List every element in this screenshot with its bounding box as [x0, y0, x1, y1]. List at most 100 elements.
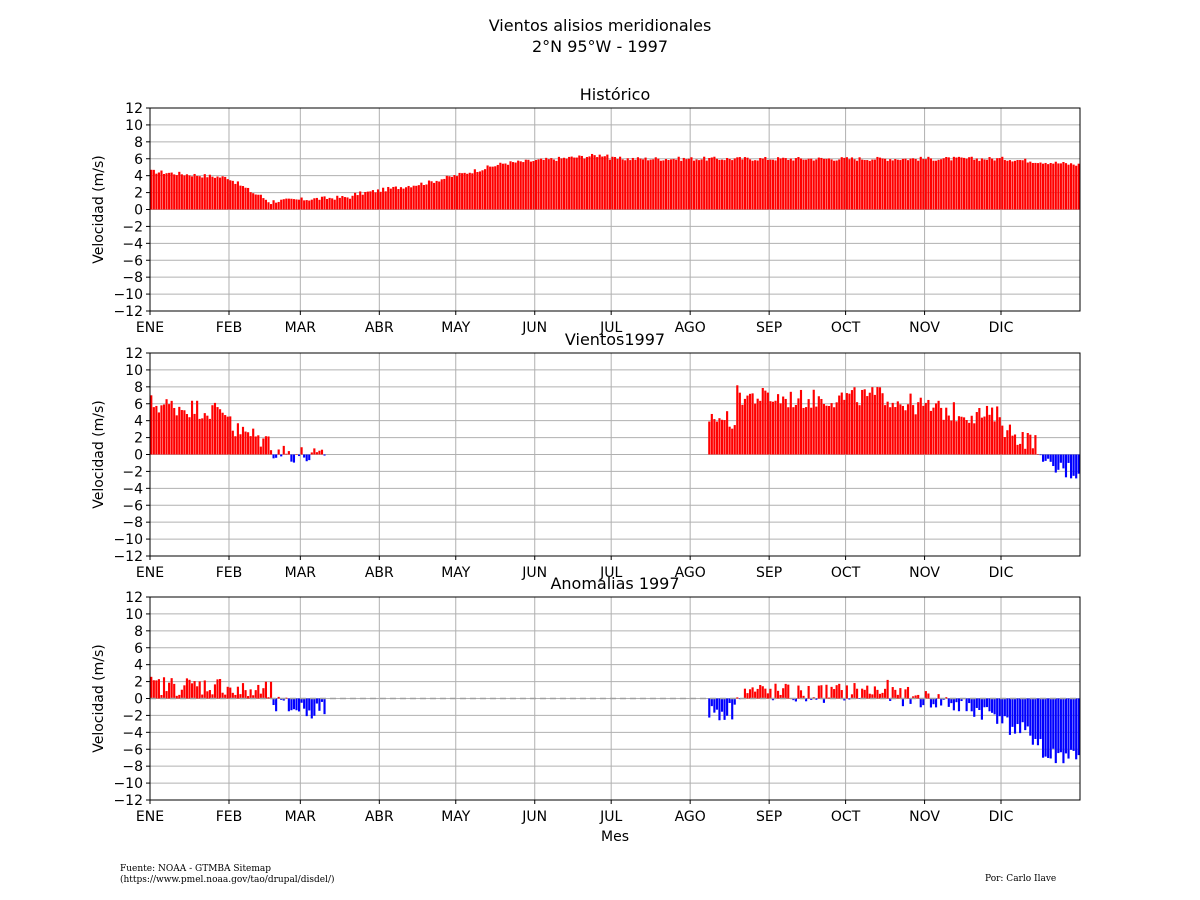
bar — [983, 698, 986, 708]
bar — [919, 397, 922, 455]
bar — [825, 158, 828, 210]
bar — [1049, 454, 1052, 462]
bar — [901, 698, 904, 707]
bar — [287, 698, 290, 712]
bar — [736, 385, 739, 455]
bar — [807, 158, 810, 210]
bar — [708, 157, 711, 210]
x-tick-label: MAR — [285, 320, 317, 336]
bar — [771, 698, 775, 701]
x-tick-label: OCT — [831, 320, 861, 336]
bar — [241, 426, 245, 455]
x-tick-label: DIC — [989, 320, 1014, 336]
bar — [774, 683, 777, 699]
bar — [206, 691, 209, 699]
bar — [157, 679, 160, 699]
bar — [970, 156, 973, 210]
y-tick-label: 2 — [134, 186, 143, 202]
bar — [239, 694, 242, 699]
bar — [608, 159, 611, 210]
bar — [731, 698, 734, 720]
bar — [960, 698, 963, 702]
bar — [759, 158, 762, 210]
bar — [756, 160, 759, 210]
bar — [886, 679, 889, 699]
bar — [672, 158, 675, 210]
bar — [1044, 698, 1047, 757]
bar — [779, 403, 782, 455]
bar — [975, 158, 978, 210]
bar — [1075, 454, 1078, 479]
bar — [805, 407, 808, 455]
bar — [797, 157, 800, 210]
bar — [741, 404, 744, 455]
bar — [761, 686, 764, 699]
bar — [720, 419, 724, 455]
x-tick-label: ENE — [136, 565, 164, 581]
bar — [175, 415, 178, 455]
bar — [680, 160, 683, 210]
bar — [254, 194, 257, 210]
bar — [481, 170, 484, 210]
bar — [392, 186, 395, 210]
bar — [267, 697, 270, 699]
y-tick-label: −6 — [122, 498, 143, 514]
bar — [188, 679, 191, 699]
bar — [224, 176, 227, 210]
bar — [731, 428, 734, 455]
bar — [445, 175, 448, 210]
bar — [257, 435, 260, 455]
bar — [333, 199, 336, 210]
bar — [170, 172, 173, 210]
bar — [873, 159, 876, 210]
bar — [354, 192, 357, 210]
y-tick-label: 10 — [125, 363, 143, 379]
x-tick-label: FEB — [216, 565, 243, 581]
bar — [323, 196, 326, 210]
bar — [934, 403, 938, 455]
bar — [794, 404, 797, 455]
bar — [866, 685, 869, 699]
bar — [1016, 444, 1019, 455]
bar — [904, 410, 907, 455]
bar — [894, 407, 897, 455]
x-tick-label: AGO — [675, 320, 706, 336]
x-tick-label: MAY — [441, 809, 471, 825]
bar — [973, 159, 976, 210]
bar — [213, 684, 217, 699]
bar — [277, 201, 280, 210]
bar — [899, 688, 902, 699]
x-tick-label: OCT — [831, 809, 861, 825]
bar — [950, 160, 953, 210]
bar — [738, 698, 741, 700]
bar — [914, 158, 917, 210]
bar — [157, 172, 160, 210]
bar — [794, 158, 797, 210]
bar — [942, 419, 945, 455]
bar — [249, 436, 252, 455]
bar — [257, 194, 260, 210]
bar — [292, 199, 296, 210]
bar — [917, 694, 920, 699]
bar — [985, 159, 989, 210]
x-tick-label: ABR — [365, 565, 394, 581]
bar — [300, 698, 303, 703]
bar — [229, 687, 232, 699]
bar — [891, 687, 894, 699]
bar — [848, 159, 851, 210]
bar — [873, 686, 876, 699]
bar — [1011, 435, 1014, 455]
bar — [713, 698, 716, 713]
bar — [596, 157, 599, 210]
bar — [922, 159, 925, 210]
bar — [430, 181, 433, 210]
bar — [919, 156, 922, 210]
y-tick-label: −4 — [122, 725, 143, 741]
x-tick-label: ENE — [136, 320, 164, 336]
bar — [1021, 160, 1024, 210]
bar — [252, 695, 255, 699]
bar — [1031, 698, 1034, 745]
bar — [748, 689, 752, 699]
bar — [937, 159, 940, 210]
bar — [751, 687, 754, 699]
